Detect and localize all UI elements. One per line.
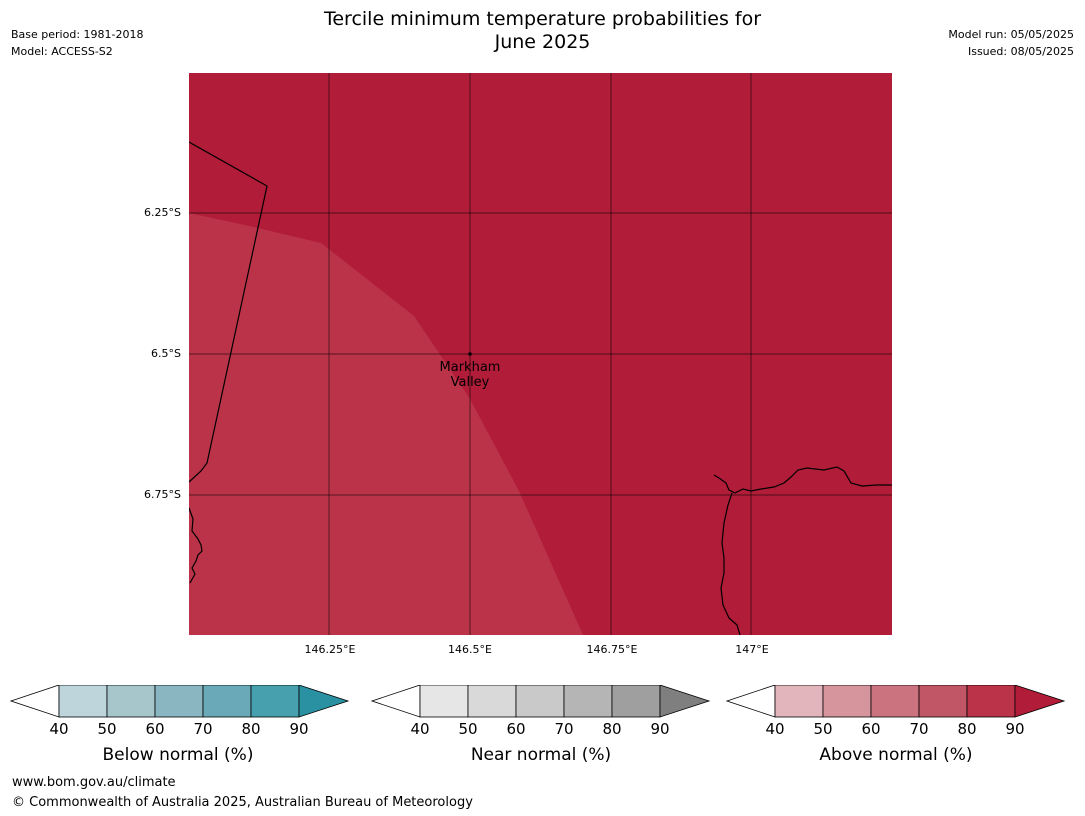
probability-map (189, 73, 892, 635)
lon-label-147: 147°E (735, 643, 769, 656)
map-title: Tercile minimum temperature probabilitie… (0, 8, 1085, 54)
colorbar-segment (515, 685, 565, 718)
colorbar-title-near: Near normal (%) (470, 745, 612, 765)
colorbar-segment (611, 685, 661, 718)
colorbar-tick: 40 (49, 720, 68, 735)
colorbar-below-normal: 40 50 60 70 80 90 (10, 685, 350, 735)
colorbar-tick: 70 (909, 720, 928, 735)
colorbar-tick: 50 (458, 720, 477, 735)
coastline-right-south (720, 492, 741, 635)
footer-url: www.bom.gov.au/climate (12, 775, 176, 790)
coastline-right (713, 466, 892, 494)
colorbar-segment-over (659, 685, 711, 718)
markham-valley-marker (468, 352, 472, 356)
colorbar-segment (250, 685, 300, 718)
colorbar-segment (58, 685, 108, 718)
base-period-text: Base period: 1981-2018 (11, 28, 144, 41)
lon-label-1465: 146.5°E (448, 643, 492, 656)
colorbar-segment (918, 685, 968, 718)
above-80-region (189, 213, 583, 635)
colorbar-segment (106, 685, 156, 718)
colorbar-segment-under (371, 685, 421, 718)
colorbar-segment (774, 685, 824, 718)
colorbar-tick: 60 (861, 720, 880, 735)
colorbar-segment-over (1014, 685, 1066, 718)
colorbar-segment (563, 685, 613, 718)
colorbar-tick: 80 (602, 720, 621, 735)
gridlines (189, 73, 892, 635)
colorbar-tick: 40 (765, 720, 784, 735)
colorbar-above-normal: 40 50 60 70 80 90 (726, 685, 1066, 735)
colorbar-segment-under (726, 685, 776, 718)
colorbar-segment-under (10, 685, 60, 718)
title-line-2: June 2025 (494, 31, 591, 53)
colorbar-tick: 50 (813, 720, 832, 735)
colorbar-tick: 80 (957, 720, 976, 735)
colorbar-tick: 70 (554, 720, 573, 735)
model-run-text: Model run: 05/05/2025 (948, 28, 1074, 41)
colorbar-tick: 70 (193, 720, 212, 735)
colorbar-segment (202, 685, 252, 718)
lat-label-650: 6.5°S (151, 347, 181, 360)
model-text: Model: ACCESS-S2 (11, 45, 113, 58)
header-meta-right: Model run: 05/05/2025 Issued: 08/05/2025 (948, 26, 1074, 60)
colorbar-tick: 50 (97, 720, 116, 735)
coastlines (189, 141, 892, 635)
lat-label-625: 6.25°S (144, 206, 181, 219)
colorbar-tick: 60 (145, 720, 164, 735)
colorbar-tick: 80 (241, 720, 260, 735)
colorbar-segment (822, 685, 872, 718)
colorbar-segment (870, 685, 920, 718)
coastline-left (189, 507, 203, 584)
colorbar-title-above: Above normal (%) (819, 745, 973, 765)
colorbar-near-normal: 40 50 60 70 80 90 (371, 685, 711, 735)
colorbar-segment (419, 685, 469, 718)
lat-label-675: 6.75°S (144, 488, 181, 501)
lon-label-14625: 146.25°E (304, 643, 356, 656)
place-label-markham-valley: Markham Valley (420, 360, 520, 390)
colorbar-tick: 90 (289, 720, 308, 735)
colorbar-title-below: Below normal (%) (102, 745, 254, 765)
colorbar-segment-over (298, 685, 350, 718)
lon-label-14675: 146.75°E (586, 643, 638, 656)
border-line (189, 141, 268, 483)
colorbar-tick: 40 (410, 720, 429, 735)
colorbar-tick: 90 (1005, 720, 1024, 735)
colorbar-tick: 60 (506, 720, 525, 735)
header-meta-left: Base period: 1981-2018 Model: ACCESS-S2 (11, 26, 143, 60)
colorbar-segment (966, 685, 1016, 718)
place-label-line-2: Valley (450, 375, 490, 390)
issued-text: Issued: 08/05/2025 (967, 45, 1074, 58)
title-line-1: Tercile minimum temperature probabilitie… (323, 8, 762, 30)
colorbar-tick: 90 (650, 720, 669, 735)
colorbar-segment (467, 685, 517, 718)
colorbar-segment (154, 685, 204, 718)
footer-copyright: © Commonwealth of Australia 2025, Austra… (12, 795, 473, 810)
place-label-line-1: Markham (439, 360, 501, 375)
